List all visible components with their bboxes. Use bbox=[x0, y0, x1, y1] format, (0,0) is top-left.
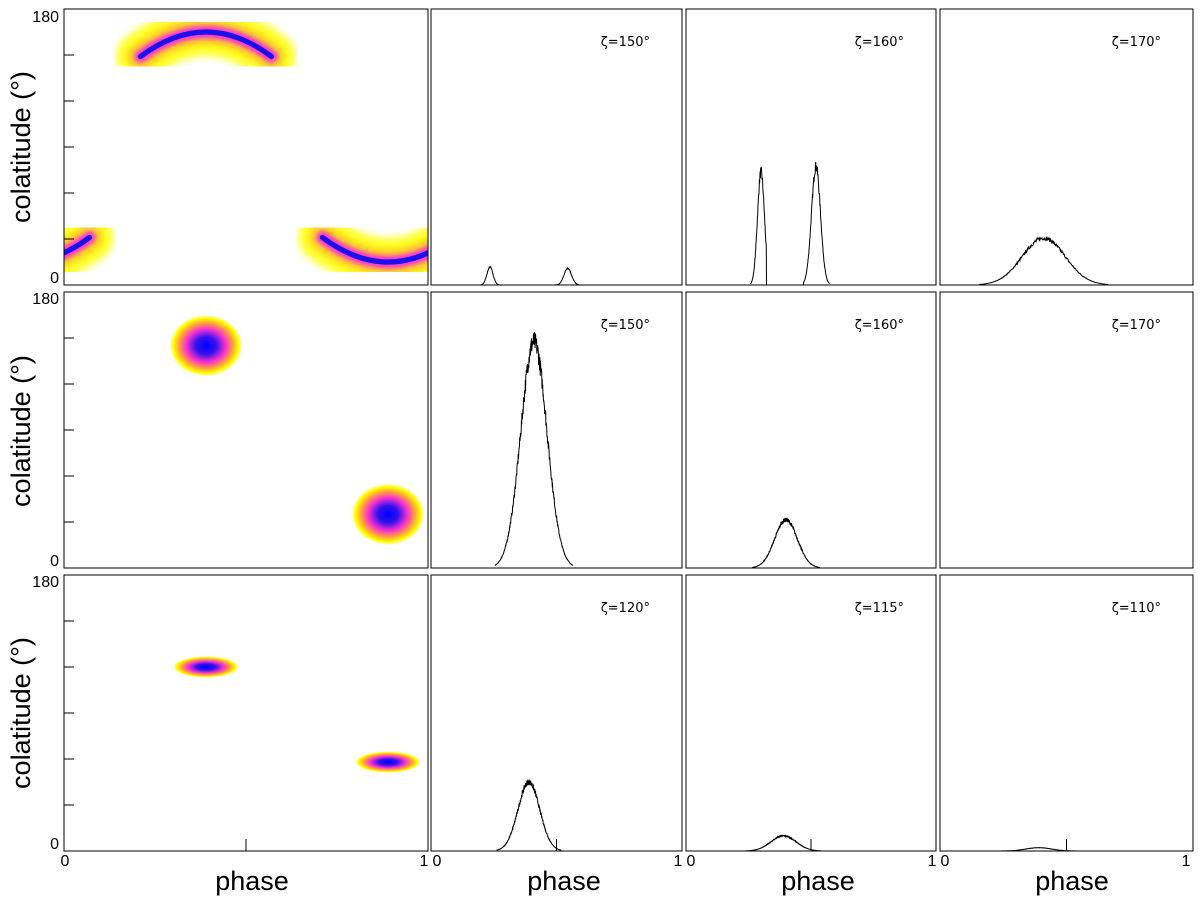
spot-blob-0 bbox=[169, 315, 243, 377]
zeta-label: ζ=160° bbox=[855, 318, 904, 333]
y-axis-label-row3: colatitude (°) bbox=[6, 637, 36, 789]
ytick-180-row2: 180 bbox=[32, 291, 59, 308]
ytick-0-row1: 0 bbox=[50, 270, 59, 287]
lightcurve-frame-r3c3 bbox=[685, 574, 937, 852]
zeta-label: ζ=110° bbox=[1112, 601, 1161, 616]
spot-core-1 bbox=[686, 237, 817, 262]
lightcurve-frame-r1c2 bbox=[430, 8, 683, 286]
zeta-label: ζ=150° bbox=[601, 35, 650, 50]
heatmap-row1 bbox=[64, 9, 817, 285]
heatmap-row2 bbox=[169, 315, 789, 545]
xtick-0-col2: 0 bbox=[433, 853, 442, 870]
zeta-label: ζ=150° bbox=[601, 318, 650, 333]
lightcurve-frame-r2c4 bbox=[939, 291, 1194, 569]
xtick-1-col3: 1 bbox=[928, 853, 937, 870]
y-axis-label-row1: colatitude (°) bbox=[6, 71, 36, 223]
xtick-1-col4: 1 bbox=[1182, 853, 1191, 870]
lightcurve-trace bbox=[750, 161, 830, 286]
spot-lens-0 bbox=[537, 656, 603, 677]
zeta-label: ζ=160° bbox=[855, 35, 904, 50]
x-axis-label-col1: phase bbox=[215, 866, 289, 896]
spot-core-0 bbox=[137, 29, 275, 60]
lightcurve-trace bbox=[480, 265, 580, 286]
xtick-0-col4: 0 bbox=[941, 853, 950, 870]
y-axis-label-row2: colatitude (°) bbox=[6, 355, 36, 507]
x-axis-label-col2: phase bbox=[527, 866, 601, 896]
spot-blob-1 bbox=[351, 483, 425, 545]
lightcurve-frame-r3c4 bbox=[939, 574, 1194, 852]
spot-lens-0 bbox=[173, 656, 239, 678]
xtick-1-col1: 1 bbox=[420, 853, 429, 870]
lightcurve-frame-r1c4 bbox=[939, 8, 1194, 286]
ytick-0-row3: 0 bbox=[50, 836, 59, 853]
spot-mid-1 bbox=[686, 237, 817, 262]
ytick-180-row3: 180 bbox=[32, 574, 59, 591]
lightcurve-trace bbox=[746, 834, 821, 852]
spot-blob-0 bbox=[534, 315, 607, 376]
lightcurve-frame-r1c3 bbox=[685, 8, 937, 286]
heatmap-row3 bbox=[173, 656, 785, 773]
spot-ring-1 bbox=[686, 237, 817, 262]
ytick-0-row2: 0 bbox=[50, 553, 59, 570]
zeta-label: ζ=170° bbox=[1112, 35, 1161, 50]
lightcurve-trace bbox=[1000, 846, 1077, 852]
zeta-label: ζ=115° bbox=[855, 601, 904, 616]
lightcurve-trace bbox=[496, 778, 562, 851]
lightcurve-frame-r2c3 bbox=[685, 291, 937, 569]
zeta-label: ζ=170° bbox=[1112, 318, 1161, 333]
spot-core-1 bbox=[319, 234, 428, 265]
spot-lens-1 bbox=[355, 751, 421, 773]
lightcurve-trace bbox=[494, 332, 574, 566]
zeta-label: ζ=120° bbox=[601, 601, 650, 616]
lightcurve-frame-r2c2 bbox=[430, 291, 683, 569]
xtick-0-col3: 0 bbox=[687, 853, 696, 870]
x-axis-label-col4: phase bbox=[1035, 866, 1109, 896]
spot-blob-1 bbox=[716, 484, 789, 545]
spot-outer-1 bbox=[686, 237, 817, 262]
spot-lens-1 bbox=[719, 751, 785, 772]
spot-core-1 bbox=[64, 234, 93, 256]
xtick-0-col1: 0 bbox=[61, 853, 70, 870]
heatmap-frame-row3 bbox=[63, 574, 429, 852]
lightcurve-frame-r3c2 bbox=[430, 574, 683, 852]
lightcurve-trace bbox=[752, 517, 820, 568]
lightcurve-trace bbox=[979, 236, 1109, 285]
xtick-1-col2: 1 bbox=[674, 853, 683, 870]
ytick-180-row1: 180 bbox=[32, 9, 59, 26]
x-axis-label-col3: phase bbox=[781, 866, 855, 896]
